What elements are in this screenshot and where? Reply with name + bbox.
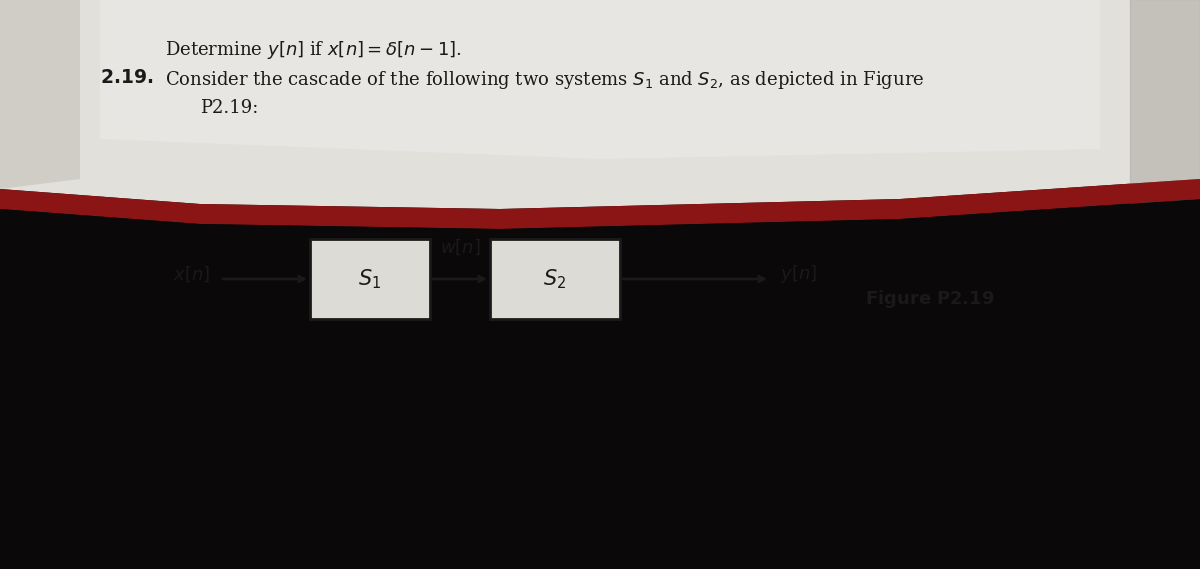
Text: $\mathbf{Figure\ P2.19}$: $\mathbf{Figure\ P2.19}$ xyxy=(865,288,995,310)
Bar xyxy=(310,239,430,319)
Bar xyxy=(490,239,620,319)
Polygon shape xyxy=(0,0,80,189)
Text: P2.19:: P2.19: xyxy=(200,99,258,117)
Polygon shape xyxy=(0,199,1200,569)
Text: $y[n]$: $y[n]$ xyxy=(780,263,817,285)
Text: $S_2$: $S_2$ xyxy=(544,267,566,291)
Polygon shape xyxy=(100,0,1100,159)
Polygon shape xyxy=(0,0,1200,209)
Bar xyxy=(1130,0,1200,219)
Text: $x[n]$: $x[n]$ xyxy=(173,264,210,284)
Text: Determine $y[n]$ if $x[n] = \delta[n - 1]$.: Determine $y[n]$ if $x[n] = \delta[n - 1… xyxy=(166,39,462,61)
Text: $\mathbf{2.19.}$: $\mathbf{2.19.}$ xyxy=(100,69,154,87)
Text: Consider the cascade of the following two systems $S_1$ and $S_2$, as depicted i: Consider the cascade of the following tw… xyxy=(166,69,924,91)
Text: $S_1$: $S_1$ xyxy=(359,267,382,291)
Polygon shape xyxy=(0,179,1200,229)
Text: $w[n]$: $w[n]$ xyxy=(439,237,480,257)
